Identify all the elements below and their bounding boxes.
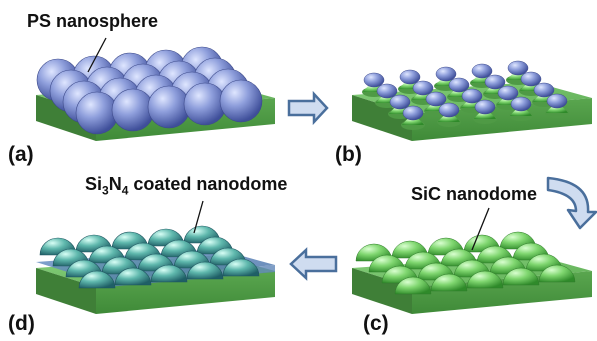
ps-nanosphere (147, 85, 191, 129)
ps-nanosphere (111, 88, 155, 132)
ps-nanosphere (219, 79, 263, 123)
coated-nanodome (114, 267, 152, 286)
ps-nanosphere-label: PS nanosphere (27, 11, 159, 31)
si3n4-sub-4: 4 (121, 183, 129, 198)
pillar-with-sphere (473, 99, 497, 124)
pillar-with-sphere (401, 105, 425, 130)
callout-line-si3n4 (193, 200, 204, 234)
substrate-side (352, 95, 412, 141)
substrate-side (36, 268, 96, 314)
sic-nanodome-label: SiC nanodome (411, 184, 538, 204)
substrate-front (412, 98, 592, 141)
pillar-with-sphere (545, 93, 569, 118)
sic-nanodome (538, 264, 576, 283)
si3n4-sub-3: 3 (102, 183, 109, 198)
arrow-right-icon (287, 90, 329, 126)
substrate-side (352, 268, 412, 314)
substrate-front (96, 271, 275, 314)
pillar-with-sphere (519, 71, 543, 96)
panel-label-d: (d) (8, 312, 35, 335)
coated-nanodome (222, 258, 260, 277)
callout-line-ps (87, 37, 107, 73)
ps-nanosphere (183, 82, 227, 126)
etched-pillar-array (362, 60, 569, 130)
curved-arrow-down-icon (546, 176, 597, 230)
si3n4-coated-nanodome-label: Si3N4 coated nanodome (85, 174, 287, 198)
substrate-side (36, 95, 96, 141)
sic-nanodome (394, 276, 432, 295)
ps-nanosphere-array (36, 46, 263, 135)
coated-nanodome (186, 261, 224, 280)
callout-line-sic (471, 207, 490, 251)
panel-b-illustration (352, 60, 592, 141)
pillar-with-sphere (509, 96, 533, 121)
sic-nanodome (502, 267, 540, 286)
panel-label-a: (a) (8, 143, 34, 166)
coated-nanodome-array (39, 225, 260, 289)
pillar-with-sphere (437, 102, 461, 127)
arrow-left-icon (289, 247, 338, 281)
panel-c-illustration (352, 231, 592, 314)
sic-nanodome (466, 270, 504, 289)
panel-a-illustration (36, 46, 275, 141)
si3n4-prefix: Si (85, 174, 103, 194)
panel-d-illustration (36, 225, 275, 314)
panel-label-c: (c) (363, 312, 389, 335)
panel-label-b: (b) (335, 143, 362, 166)
ps-nanosphere (75, 91, 119, 135)
coated-nanodome (150, 264, 188, 283)
coated-nanodome (78, 270, 116, 289)
sic-nanodome (430, 273, 468, 292)
si3n4-mid: N (108, 174, 122, 194)
pillar-with-sphere (411, 80, 435, 105)
si3n4-suffix: coated nanodome (128, 174, 288, 194)
